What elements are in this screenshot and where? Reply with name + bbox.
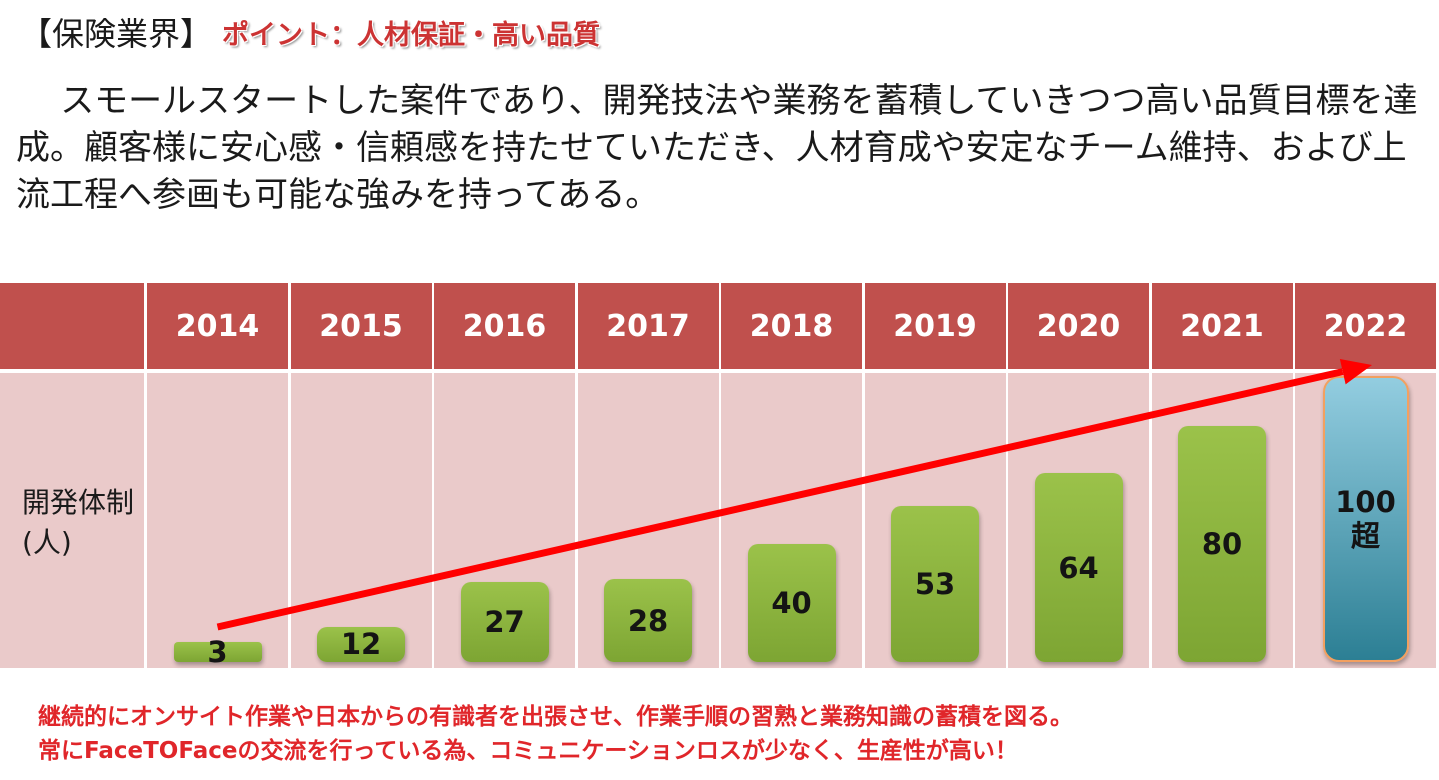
year-header-2020: 2020	[1008, 283, 1149, 369]
bar-2017: 28	[604, 579, 692, 662]
year-header-2022: 2022	[1295, 283, 1436, 369]
page-title: 【保険業界】	[20, 15, 213, 53]
bar-2022: 100 超	[1322, 376, 1409, 662]
bar-2021: 80	[1178, 426, 1266, 662]
bar-value-label: 28	[627, 603, 669, 638]
development-team-chart: 開発体制(人) 2014 3 2015 12 2016 27 2017 28 2018 40 201…	[0, 283, 1439, 668]
bar-value-label: 27	[484, 605, 525, 640]
bar-2019: 53	[891, 505, 979, 662]
bar-value-suffix: 超	[1350, 519, 1380, 553]
bar-2016: 27	[460, 582, 549, 662]
bar-value-label: 3	[207, 635, 228, 669]
data-cell-2015	[290, 373, 432, 668]
row-label-cell	[0, 373, 144, 668]
title-row: 【保険業界】 ポイント：人材保証・高い品質	[20, 6, 600, 58]
year-header-2016: 2016	[434, 283, 575, 369]
bar-value-label: 64	[1058, 550, 1099, 585]
year-header-2018: 2018	[721, 283, 862, 369]
bar-2020: 64	[1034, 473, 1123, 662]
point-subtitle: ポイント：人材保証・高い品質	[222, 19, 601, 51]
bar-value-label: 100	[1335, 485, 1396, 519]
year-header-2017: 2017	[577, 283, 719, 369]
bar-value-label: 53	[914, 566, 956, 601]
bar-value-label: 80	[1201, 527, 1243, 561]
year-header-2019: 2019	[864, 283, 1006, 369]
footer-line-1: 継続的にオンサイト作業や日本からの有識者を出張させ、作業手順の習熟と業務知識の蓄…	[38, 704, 1073, 730]
year-header-2021: 2021	[1151, 283, 1293, 369]
year-header-2014: 2014	[147, 283, 288, 369]
bar-value-label: 40	[771, 586, 812, 620]
bar-2018: 40	[747, 544, 836, 662]
bar-2014: 3	[173, 635, 262, 669]
footer-line-2: 常にFaceTOFaceの交流を行っている為、コミュニケーションロスが少なく、生…	[38, 738, 1018, 764]
data-cell-2014	[147, 373, 288, 668]
bar-value-label: 12	[340, 627, 382, 662]
bar-2015: 12	[317, 626, 405, 662]
row-label: 開発体制(人)	[22, 486, 135, 559]
year-header-2015: 2015	[290, 283, 432, 369]
footer-notes: 継続的にオンサイト作業や日本からの有識者を出張させ、作業手順の習熟と業務知識の蓄…	[38, 700, 1428, 768]
description-text: スモールスタートした案件であり、開発技法や業務を蓄積していきつつ高い品質目標を達…	[16, 81, 1418, 215]
header-corner-cell	[0, 283, 144, 369]
